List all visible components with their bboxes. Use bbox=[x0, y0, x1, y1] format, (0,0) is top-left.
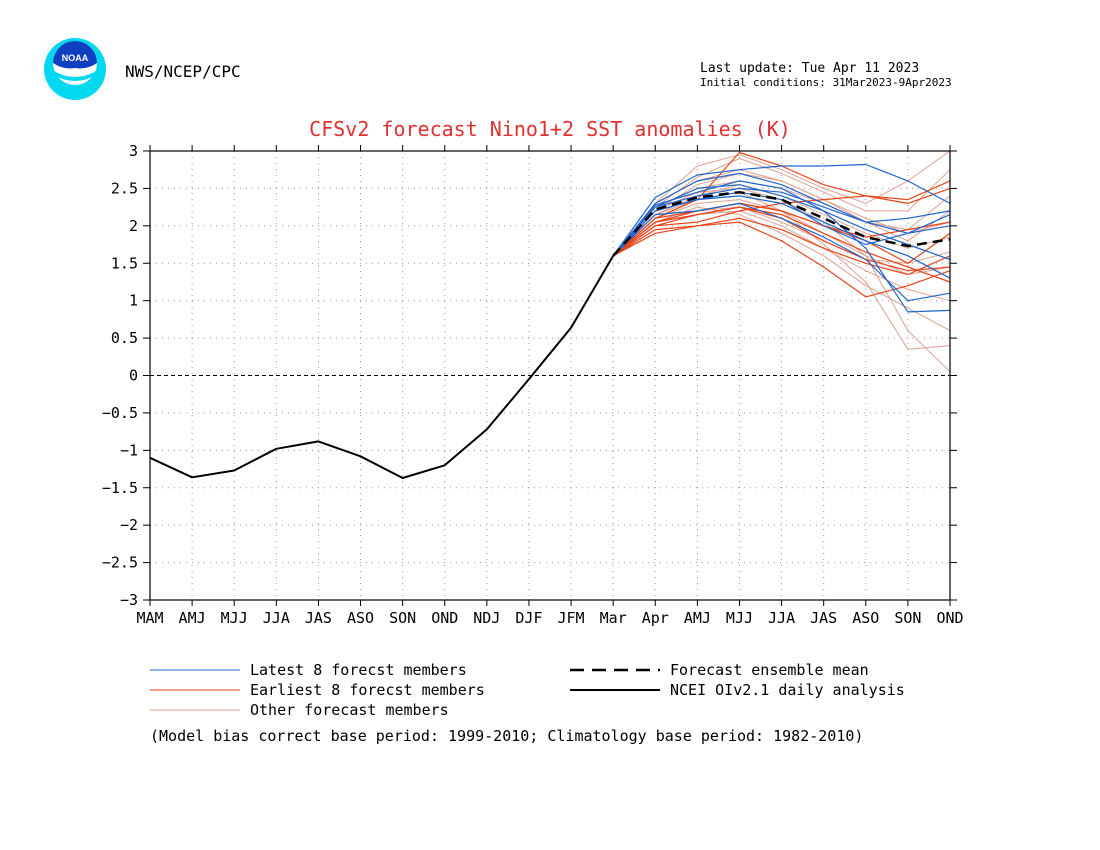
footnote: (Model bias correct base period: 1999-20… bbox=[150, 727, 863, 745]
other-member-line bbox=[612, 210, 951, 302]
x-tick-label: SON bbox=[894, 609, 921, 627]
y-tick-label: −1 bbox=[120, 441, 138, 459]
x-tick-label: AMJ bbox=[179, 609, 206, 627]
x-tick-label: SON bbox=[389, 609, 416, 627]
legend-label-other: Other forecast members bbox=[250, 701, 449, 719]
legend-label-earliest: Earliest 8 forecst members bbox=[250, 681, 485, 699]
y-tick-label: 1 bbox=[129, 292, 138, 310]
observed-line bbox=[149, 255, 615, 479]
observed-line-group bbox=[149, 255, 615, 479]
x-axis: MAM AMJ MJJ JJA JAS ASO SON OND NDJ DJF JFM Mar Apr A… bbox=[136, 145, 964, 627]
x-tick-label: Apr bbox=[642, 609, 669, 627]
other-member-line bbox=[612, 206, 951, 332]
x-tick-label: JAS bbox=[305, 609, 332, 627]
x-tick-label: JFM bbox=[558, 609, 585, 627]
grid-lines bbox=[150, 151, 950, 600]
x-tick-label: OND bbox=[936, 609, 963, 627]
chart-title: CFSv2 forecast Nino1+2 SST anomalies (K) bbox=[309, 117, 791, 141]
earliest-member-line bbox=[612, 217, 951, 276]
ensemble-mean-line bbox=[612, 190, 951, 257]
y-axis: 3 2.5 2 1.5 1 0.5 0 −0.5 −1 −1.5 −2 −2.5 −3 bbox=[102, 142, 957, 609]
y-tick-label: 2.5 bbox=[111, 179, 138, 197]
x-tick-label: MJJ bbox=[726, 609, 753, 627]
earliest-members-lines bbox=[612, 151, 951, 298]
y-tick-label: −3 bbox=[120, 591, 138, 609]
x-tick-label: ASO bbox=[347, 609, 374, 627]
x-tick-label: MJJ bbox=[221, 609, 248, 627]
x-tick-label: AMJ bbox=[684, 609, 711, 627]
latest-member-line bbox=[612, 180, 951, 313]
legend: Latest 8 forecst members Earliest 8 forec… bbox=[150, 661, 905, 719]
earliest-member-line bbox=[612, 206, 951, 283]
other-member-line bbox=[612, 187, 951, 373]
initial-conditions: Initial conditions: 31Mar2023-9Apr2023 bbox=[700, 76, 952, 89]
latest-member-line bbox=[612, 202, 951, 302]
x-tick-label: NDJ bbox=[473, 609, 500, 627]
legend-label-observed: NCEI OIv2.1 daily analysis bbox=[670, 681, 905, 699]
last-update: Last update: Tue Apr 11 2023 bbox=[700, 61, 919, 76]
x-tick-label: ASO bbox=[852, 609, 879, 627]
logo-label: NOAA bbox=[62, 53, 89, 63]
org-label: NWS/NCEP/CPC bbox=[125, 62, 241, 81]
latest-member-line bbox=[612, 172, 951, 257]
x-tick-label: Mar bbox=[600, 609, 627, 627]
earliest-member-line bbox=[612, 202, 951, 257]
y-tick-label: −2.5 bbox=[102, 554, 138, 572]
ensemble-mean-group bbox=[612, 190, 951, 257]
x-tick-label: DJF bbox=[515, 609, 542, 627]
other-member-line bbox=[612, 150, 951, 257]
x-tick-label: MAM bbox=[136, 609, 163, 627]
x-tick-label: OND bbox=[431, 609, 458, 627]
legend-label-mean: Forecast ensemble mean bbox=[670, 661, 869, 679]
other-member-line bbox=[612, 158, 951, 257]
plot-frame bbox=[149, 150, 951, 601]
y-tick-label: −1.5 bbox=[102, 479, 138, 497]
other-member-line bbox=[612, 169, 951, 257]
x-tick-label: JAS bbox=[810, 609, 837, 627]
y-tick-label: 1.5 bbox=[111, 254, 138, 272]
legend-label-latest: Latest 8 forecst members bbox=[250, 661, 467, 679]
latest-member-line bbox=[612, 187, 951, 257]
y-tick-label: −0.5 bbox=[102, 404, 138, 422]
earliest-member-line bbox=[612, 221, 951, 298]
x-tick-label: JJA bbox=[768, 609, 795, 627]
y-tick-label: 2 bbox=[129, 217, 138, 235]
y-tick-label: 0 bbox=[129, 367, 138, 385]
latest-member-line bbox=[612, 163, 951, 257]
latest-member-line bbox=[612, 191, 951, 257]
y-tick-label: 0.5 bbox=[111, 329, 138, 347]
x-tick-label: JJA bbox=[263, 609, 290, 627]
noaa-logo-icon: NOAA bbox=[44, 38, 106, 100]
latest-members-lines bbox=[612, 163, 951, 313]
y-tick-label: −2 bbox=[120, 516, 138, 534]
y-tick-label: 3 bbox=[129, 142, 138, 160]
